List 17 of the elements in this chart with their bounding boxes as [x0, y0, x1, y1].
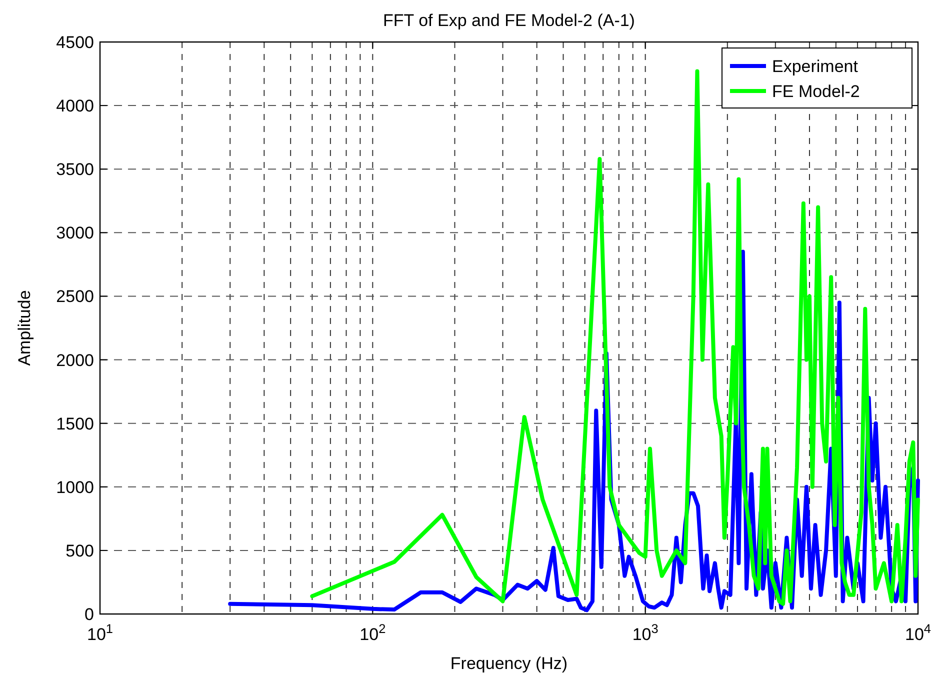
y-tick-label: 1500 — [56, 414, 94, 434]
x-tick-label: 10$^{4}$ — [904, 620, 932, 644]
y-tick-label: 2000 — [56, 350, 94, 370]
x-axis-title: Frequency (Hz) — [450, 654, 568, 673]
chart-title: FFT of Exp and FE Model-2 (A-1) — [383, 11, 635, 30]
y-tick-label: 3000 — [56, 224, 94, 243]
y-tick-label: 500 — [66, 541, 94, 560]
legend-label: Experiment — [772, 57, 858, 76]
x-tick-label: 10$^{2}$ — [360, 620, 386, 644]
y-tick-label: 1000 — [56, 478, 94, 497]
y-tick-label: 3500 — [56, 160, 94, 180]
y-axis-title: Amplitude — [15, 290, 34, 366]
y-tick-label: 2500 — [56, 287, 94, 306]
legend-label: FE Model-2 — [772, 82, 860, 101]
y-tick-label: 4500 — [56, 33, 94, 52]
y-tick-label: 4000 — [56, 96, 94, 116]
x-tick-label: 10$^{3}$ — [632, 620, 658, 644]
